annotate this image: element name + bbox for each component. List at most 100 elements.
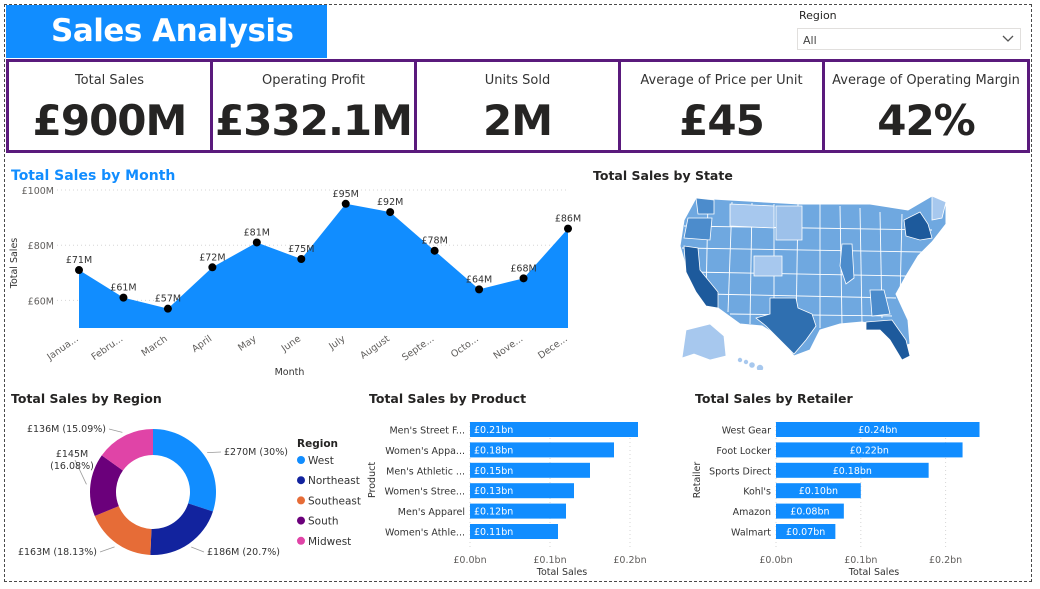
x-tick-label: £0.2bn	[929, 555, 962, 566]
x-tick-label: May	[236, 333, 259, 353]
x-axis-title: Month	[275, 367, 305, 378]
x-tick-label: Octo...	[449, 333, 481, 360]
data-label: £0.15bn	[474, 466, 513, 477]
x-tick-label: June	[279, 333, 303, 355]
legend-item: West	[308, 455, 334, 467]
area-series-total-sales	[79, 203, 568, 328]
category-label: Men's Street F...	[389, 426, 465, 437]
bar	[776, 503, 844, 519]
data-label: £136M (15.09%)	[27, 424, 106, 435]
data-label: (16.08%)	[50, 461, 94, 472]
data-label: £72M	[199, 252, 225, 263]
data-label: £61M	[110, 283, 136, 294]
map-state-texas[interactable]	[755, 297, 817, 355]
data-label: £86M	[555, 214, 581, 225]
state-map-title: Total Sales by State	[593, 168, 733, 183]
x-tick-label: April	[190, 333, 214, 354]
bar	[776, 524, 836, 539]
report-canvas	[4, 4, 1032, 582]
x-tick-label: July	[326, 333, 347, 353]
x-tick-label: Septe...	[400, 333, 436, 363]
map-state-washington[interactable]	[695, 197, 715, 215]
x-axis-title: Total Sales	[536, 567, 588, 578]
x-tick-label: Febru...	[90, 333, 126, 363]
map-state-georgia[interactable]	[869, 289, 891, 317]
bar	[470, 483, 574, 499]
y-tick-label: £60M	[28, 296, 54, 307]
data-label: £92M	[377, 197, 403, 208]
x-tick-label: £0.1bn	[844, 555, 877, 566]
legend-item: Southeast	[308, 495, 361, 507]
kpi-label: Units Sold	[484, 73, 551, 88]
category-label: Walmart	[731, 528, 771, 539]
region-donut-chart[interactable]: £270M (30%) £186M (20.7%) £163M (18.13%) £1…	[0, 405, 365, 575]
kpi-card-operating-profit[interactable]: Operating Profit £332.1M	[213, 62, 417, 150]
map-state-oregon[interactable]	[683, 217, 713, 241]
leader-line	[108, 428, 123, 433]
kpi-card-units-sold[interactable]: Units Sold 2M	[417, 62, 621, 150]
product-bar-chart[interactable]: £0.0bn £0.1bn £0.2bn Men's Street F... £0.21…	[365, 410, 685, 582]
data-label: £81M	[244, 227, 270, 238]
data-label: £186M (20.7%)	[207, 547, 280, 558]
y-tick-label: £80M	[28, 241, 54, 252]
map-state-new-york[interactable]	[903, 211, 933, 241]
map-state-hawaii[interactable]	[737, 357, 764, 370]
map-state-florida[interactable]	[865, 319, 911, 361]
y-axis-title: Retailer	[692, 462, 703, 499]
leader-line	[99, 546, 115, 553]
region-chart-title: Total Sales by Region	[11, 391, 162, 406]
data-label: £0.18bn	[474, 445, 513, 456]
kpi-card-average-price-per-unit[interactable]: Average of Price per Unit £45	[621, 62, 825, 150]
kpi-value: £332.1M	[215, 96, 413, 145]
category-label: West Gear	[722, 426, 771, 437]
chevron-down-icon	[1002, 35, 1014, 42]
x-tick-label: £0.2bn	[613, 555, 646, 566]
legend-marker	[297, 516, 305, 525]
legend-marker	[297, 496, 305, 505]
data-label: £0.11bn	[474, 527, 513, 538]
dashboard-title-banner: Sales Analysis	[6, 5, 327, 58]
kpi-label: Average of Price per Unit	[640, 73, 803, 88]
bar	[776, 422, 980, 437]
kpi-value: 42%	[877, 96, 976, 145]
x-tick-label: August	[358, 333, 392, 361]
data-point	[430, 246, 439, 255]
map-state-montana[interactable]	[729, 203, 775, 229]
map-state-maine[interactable]	[931, 195, 947, 221]
bar	[776, 462, 929, 478]
data-label: £0.13bn	[474, 486, 513, 497]
data-label: £0.21bn	[474, 425, 513, 436]
data-label: £75M	[288, 244, 314, 255]
map-state-alaska[interactable]	[681, 323, 727, 361]
donut-slice	[90, 455, 123, 517]
data-label: £71M	[66, 255, 92, 266]
data-label: £78M	[421, 236, 447, 247]
data-label: £0.07bn	[786, 527, 825, 538]
region-slicer-label: Region	[799, 9, 837, 22]
x-axis-title: Total Sales	[848, 567, 900, 578]
data-label: £163M (18.13%)	[18, 547, 97, 558]
kpi-card-total-sales[interactable]: Total Sales £900M	[9, 62, 213, 150]
kpi-row: Total Sales £900M Operating Profit £332.…	[6, 59, 1030, 153]
data-label: £68M	[510, 263, 536, 274]
bar	[470, 524, 558, 539]
month-area-chart[interactable]: £60M £80M £100M £71M Janua... £61M Febru... £57…	[0, 185, 590, 385]
category-label: Sports Direct	[709, 466, 771, 477]
kpi-card-average-operating-margin[interactable]: Average of Operating Margin 42%	[825, 62, 1027, 150]
data-label: £0.08bn	[790, 507, 829, 518]
map-state-colorado[interactable]	[753, 255, 783, 277]
region-slicer-dropdown[interactable]: All	[797, 28, 1021, 50]
leader-line	[74, 459, 87, 485]
data-label: £145M	[56, 449, 88, 460]
map-state-california[interactable]	[683, 245, 719, 309]
bar	[776, 442, 963, 458]
map-state-illinois[interactable]	[839, 243, 855, 285]
map-state-dakotas[interactable]	[775, 205, 803, 241]
legend-item: South	[308, 516, 339, 528]
region-slicer-value: All	[803, 34, 817, 47]
retailer-bar-chart[interactable]: £0.0bn £0.1bn £0.2bn West Gear £0.24bn Foot L…	[690, 410, 1010, 582]
bar	[470, 442, 614, 458]
state-filled-map[interactable]	[670, 190, 960, 370]
donut-slice	[153, 429, 217, 512]
x-tick-label: £0.0bn	[453, 555, 486, 566]
